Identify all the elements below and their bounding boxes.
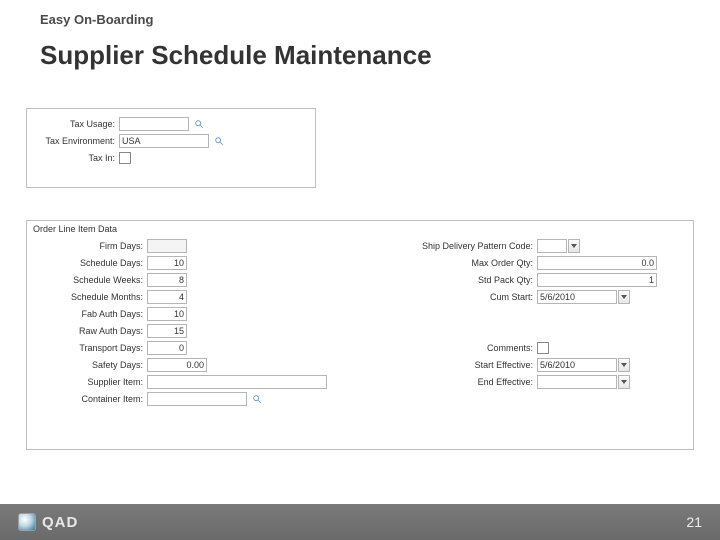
container-item-label: Container Item: [27, 394, 147, 404]
sdp-label: Ship Delivery Pattern Code: [367, 241, 537, 251]
raw-auth-label: Raw Auth Days: [27, 326, 147, 336]
tax-env-label: Tax Environment: [27, 136, 119, 146]
tax-env-input[interactable]: USA [119, 134, 209, 148]
schedule-days-label: Schedule Days: [27, 258, 147, 268]
dropdown-icon[interactable] [618, 358, 630, 372]
dropdown-icon[interactable] [618, 375, 630, 389]
page-number: 21 [686, 514, 702, 530]
tax-in-checkbox[interactable] [119, 152, 131, 164]
sdp-input[interactable] [537, 239, 567, 253]
max-order-label: Max Order Qty: [367, 258, 537, 268]
std-pack-input[interactable]: 1 [537, 273, 657, 287]
brand-text: QAD [42, 514, 78, 531]
safety-days-label: Safety Days: [27, 360, 147, 370]
comments-label: Comments: [367, 343, 537, 353]
tax-usage-label: Tax Usage: [27, 119, 119, 129]
supplier-item-label: Supplier Item: [27, 377, 147, 387]
safety-days-input[interactable]: 0.00 [147, 358, 207, 372]
logo-icon [18, 513, 36, 531]
page-title: Supplier Schedule Maintenance [40, 40, 432, 71]
search-icon[interactable] [192, 117, 206, 131]
tax-in-label: Tax In: [27, 153, 119, 163]
schedule-months-input[interactable]: 4 [147, 290, 187, 304]
transport-label: Transport Days: [27, 343, 147, 353]
search-icon[interactable] [250, 392, 264, 406]
firm-days-input[interactable] [147, 239, 187, 253]
fab-auth-label: Fab Auth Days: [27, 309, 147, 319]
end-eff-label: End Effective: [367, 377, 537, 387]
footer: QAD 21 [0, 504, 720, 540]
container-item-input[interactable] [147, 392, 247, 406]
transport-input[interactable]: 0 [147, 341, 187, 355]
start-eff-input[interactable]: 5/6/2010 [537, 358, 617, 372]
cum-start-label: Cum Start: [367, 292, 537, 302]
dropdown-icon[interactable] [618, 290, 630, 304]
schedule-weeks-input[interactable]: 8 [147, 273, 187, 287]
comments-checkbox[interactable] [537, 342, 549, 354]
std-pack-label: Std Pack Qty: [367, 275, 537, 285]
breadcrumb: Easy On-Boarding [40, 12, 153, 27]
firm-days-label: Firm Days: [27, 241, 147, 251]
raw-auth-input[interactable]: 15 [147, 324, 187, 338]
schedule-months-label: Schedule Months: [27, 292, 147, 302]
order-line-panel: Order Line Item Data Firm Days: Schedule… [26, 220, 694, 450]
tax-panel: Tax Usage: Tax Environment: USA Tax In: [26, 108, 316, 188]
cum-start-input[interactable]: 5/6/2010 [537, 290, 617, 304]
search-icon[interactable] [212, 134, 226, 148]
schedule-days-input[interactable]: 10 [147, 256, 187, 270]
max-order-input[interactable]: 0.0 [537, 256, 657, 270]
schedule-weeks-label: Schedule Weeks: [27, 275, 147, 285]
end-eff-input[interactable] [537, 375, 617, 389]
start-eff-label: Start Effective: [367, 360, 537, 370]
dropdown-icon[interactable] [568, 239, 580, 253]
fab-auth-input[interactable]: 10 [147, 307, 187, 321]
order-line-group-title: Order Line Item Data [27, 221, 693, 237]
tax-usage-input[interactable] [119, 117, 189, 131]
slide: Easy On-Boarding Supplier Schedule Maint… [0, 0, 720, 540]
supplier-item-input[interactable] [147, 375, 327, 389]
brand-logo: QAD [18, 513, 78, 531]
